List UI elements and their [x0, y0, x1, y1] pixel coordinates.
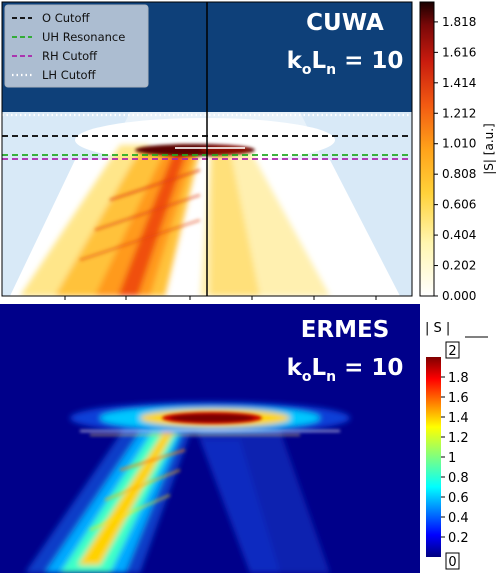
ermes-panel: ERMES koLn = 10 | S | 2 0 0.2 0.4 0.6 0.8 1 1… — [0, 304, 488, 573]
ermes-colorbar-tick-label: 1.2 — [448, 431, 469, 446]
ermes-plot-area — [0, 304, 420, 573]
ermes-colorbar-max-label: 2 — [448, 344, 456, 359]
ermes-colorbar-tick-label: 1.8 — [448, 371, 469, 386]
ermes-colorbar-tick-label: 1 — [448, 451, 456, 466]
cuwa-colorbar-tick-label: 0.404 — [442, 228, 476, 242]
legend-label-lh-cutoff: LH Cutoff — [42, 68, 97, 82]
cuwa-legend: O Cutoff UH Resonance RH Cutoff LH Cutof… — [4, 4, 149, 88]
legend-label-o-cutoff: O Cutoff — [42, 11, 91, 25]
cuwa-title: CUWA — [306, 10, 384, 36]
cuwa-annotation: koLn = 10 — [287, 48, 404, 78]
ermes-colorbar-ticks: 0.2 0.4 0.6 0.8 1 1.2 1.4 1.6 1.8 — [441, 371, 469, 546]
cuwa-colorbar-tick-label: 0.606 — [442, 198, 476, 212]
ermes-title: ERMES — [301, 317, 390, 343]
ermes-colorbar-min-box — [445, 552, 460, 570]
ermes-colorbar-tick-label: 0.4 — [448, 511, 469, 526]
cuwa-colorbar: 0.000 0.202 0.404 0.606 0.808 1.010 1.212 1.414… — [419, 1, 496, 303]
cuwa-plot-area — [2, 2, 412, 296]
cuwa-colorbar-ticks: 0.000 0.202 0.404 0.606 0.808 1.010 1.212 1.414… — [434, 15, 476, 303]
ermes-annotation: koLn = 10 — [287, 355, 404, 385]
ermes-hotspot — [80, 412, 340, 532]
cuwa-panel: O Cutoff UH Resonance RH Cutoff LH Cutof… — [1, 1, 496, 303]
ermes-colorbar-label: | S | — [425, 321, 450, 336]
cuwa-colorbar-gradient — [419, 1, 435, 297]
ermes-colorbar: | S | 2 0 0.2 0.4 0.6 0.8 1 1.2 1.4 1.6 1.8 — [425, 321, 488, 570]
cuwa-colorbar-tick-label: 0.808 — [442, 167, 476, 181]
cuwa-colorbar-tick-label: 0.202 — [442, 259, 476, 273]
legend-label-uh-resonance: UH Resonance — [42, 30, 125, 44]
ermes-colorbar-tick-label: 1.6 — [448, 391, 469, 406]
ermes-colorbar-min-label: 0 — [448, 555, 456, 570]
cuwa-x-ticks — [64, 296, 377, 300]
legend-label-rh-cutoff: RH Cutoff — [42, 49, 98, 63]
cuwa-colorbar-tick-label: 0.000 — [442, 289, 476, 303]
ermes-colorbar-tick-label: 0.8 — [448, 471, 469, 486]
cuwa-colorbar-tick-label: 1.818 — [442, 15, 476, 29]
cuwa-colorbar-tick-label: 1.414 — [442, 76, 476, 90]
cuwa-colorbar-tick-label: 1.212 — [442, 106, 476, 120]
cuwa-colorbar-tick-label: 1.010 — [442, 137, 476, 151]
cuwa-colorbar-label: |S| [a.u.] — [482, 123, 496, 174]
cuwa-frame — [1, 1, 413, 297]
ermes-colorbar-tick-label: 0.2 — [448, 531, 469, 546]
ermes-colorbar-gradient — [426, 357, 441, 557]
ermes-colorbar-max-box — [445, 341, 460, 359]
cuwa-colorbar-tick-label: 1.616 — [442, 45, 476, 59]
cuwa-beam — [20, 145, 330, 296]
ermes-colorbar-tick-label: 0.6 — [448, 491, 469, 506]
ermes-colorbar-tick-label: 1.4 — [448, 411, 469, 426]
